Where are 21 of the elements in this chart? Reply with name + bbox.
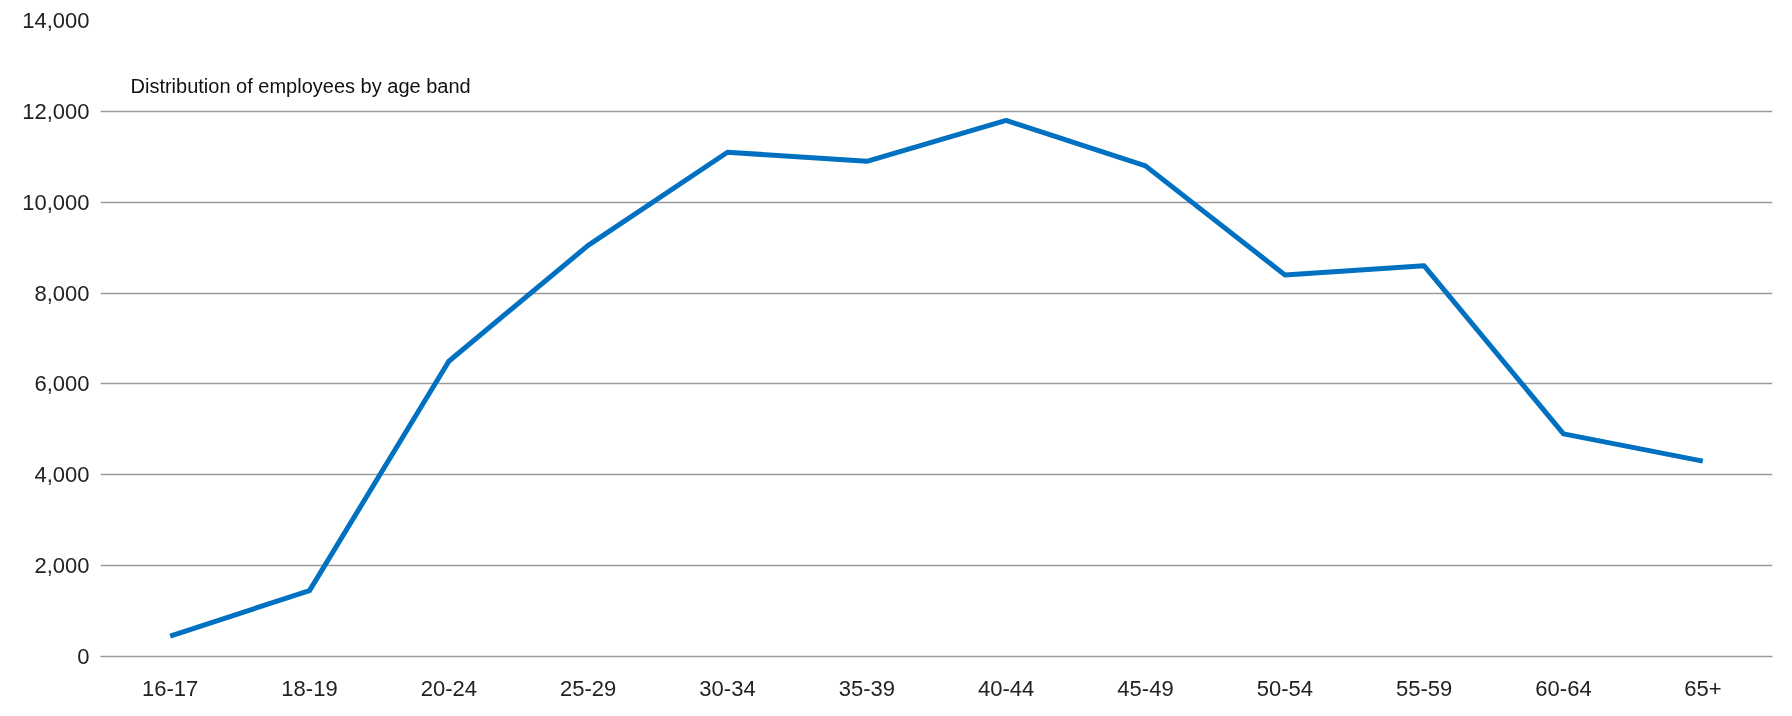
y-tick-label: 2,000	[34, 553, 90, 579]
text: Distribution of employees by age band	[130, 74, 471, 97]
x-tick-label: 50-54	[1256, 675, 1313, 701]
x-tick-label: 20-24	[420, 675, 477, 701]
x-tick-label: 18-19	[281, 675, 338, 701]
x-tick-label: 35-39	[838, 675, 895, 701]
y-tick-label: 12,000	[22, 98, 90, 124]
x-tick-label: 55-59	[1396, 675, 1453, 701]
y-tick-label: 8,000	[34, 280, 90, 306]
y-tick-label: 10,000	[22, 189, 90, 215]
x-tick-label: 40-44	[978, 675, 1035, 701]
x-tick-label: 25-29	[560, 675, 617, 701]
y-tick-label: 0	[77, 644, 90, 669]
x-tick-label: 30-34	[699, 675, 756, 701]
x-tick-label: 45-49	[1117, 675, 1174, 701]
y-tick-label: 14,000	[22, 8, 90, 33]
y-tick-label: 4,000	[34, 462, 90, 488]
y-tick-label: 6,000	[34, 371, 90, 397]
x-tick-label: 65+	[1684, 675, 1722, 701]
x-tick-label: 60-64	[1535, 675, 1592, 701]
x-tick-label: 16-17	[142, 675, 199, 701]
